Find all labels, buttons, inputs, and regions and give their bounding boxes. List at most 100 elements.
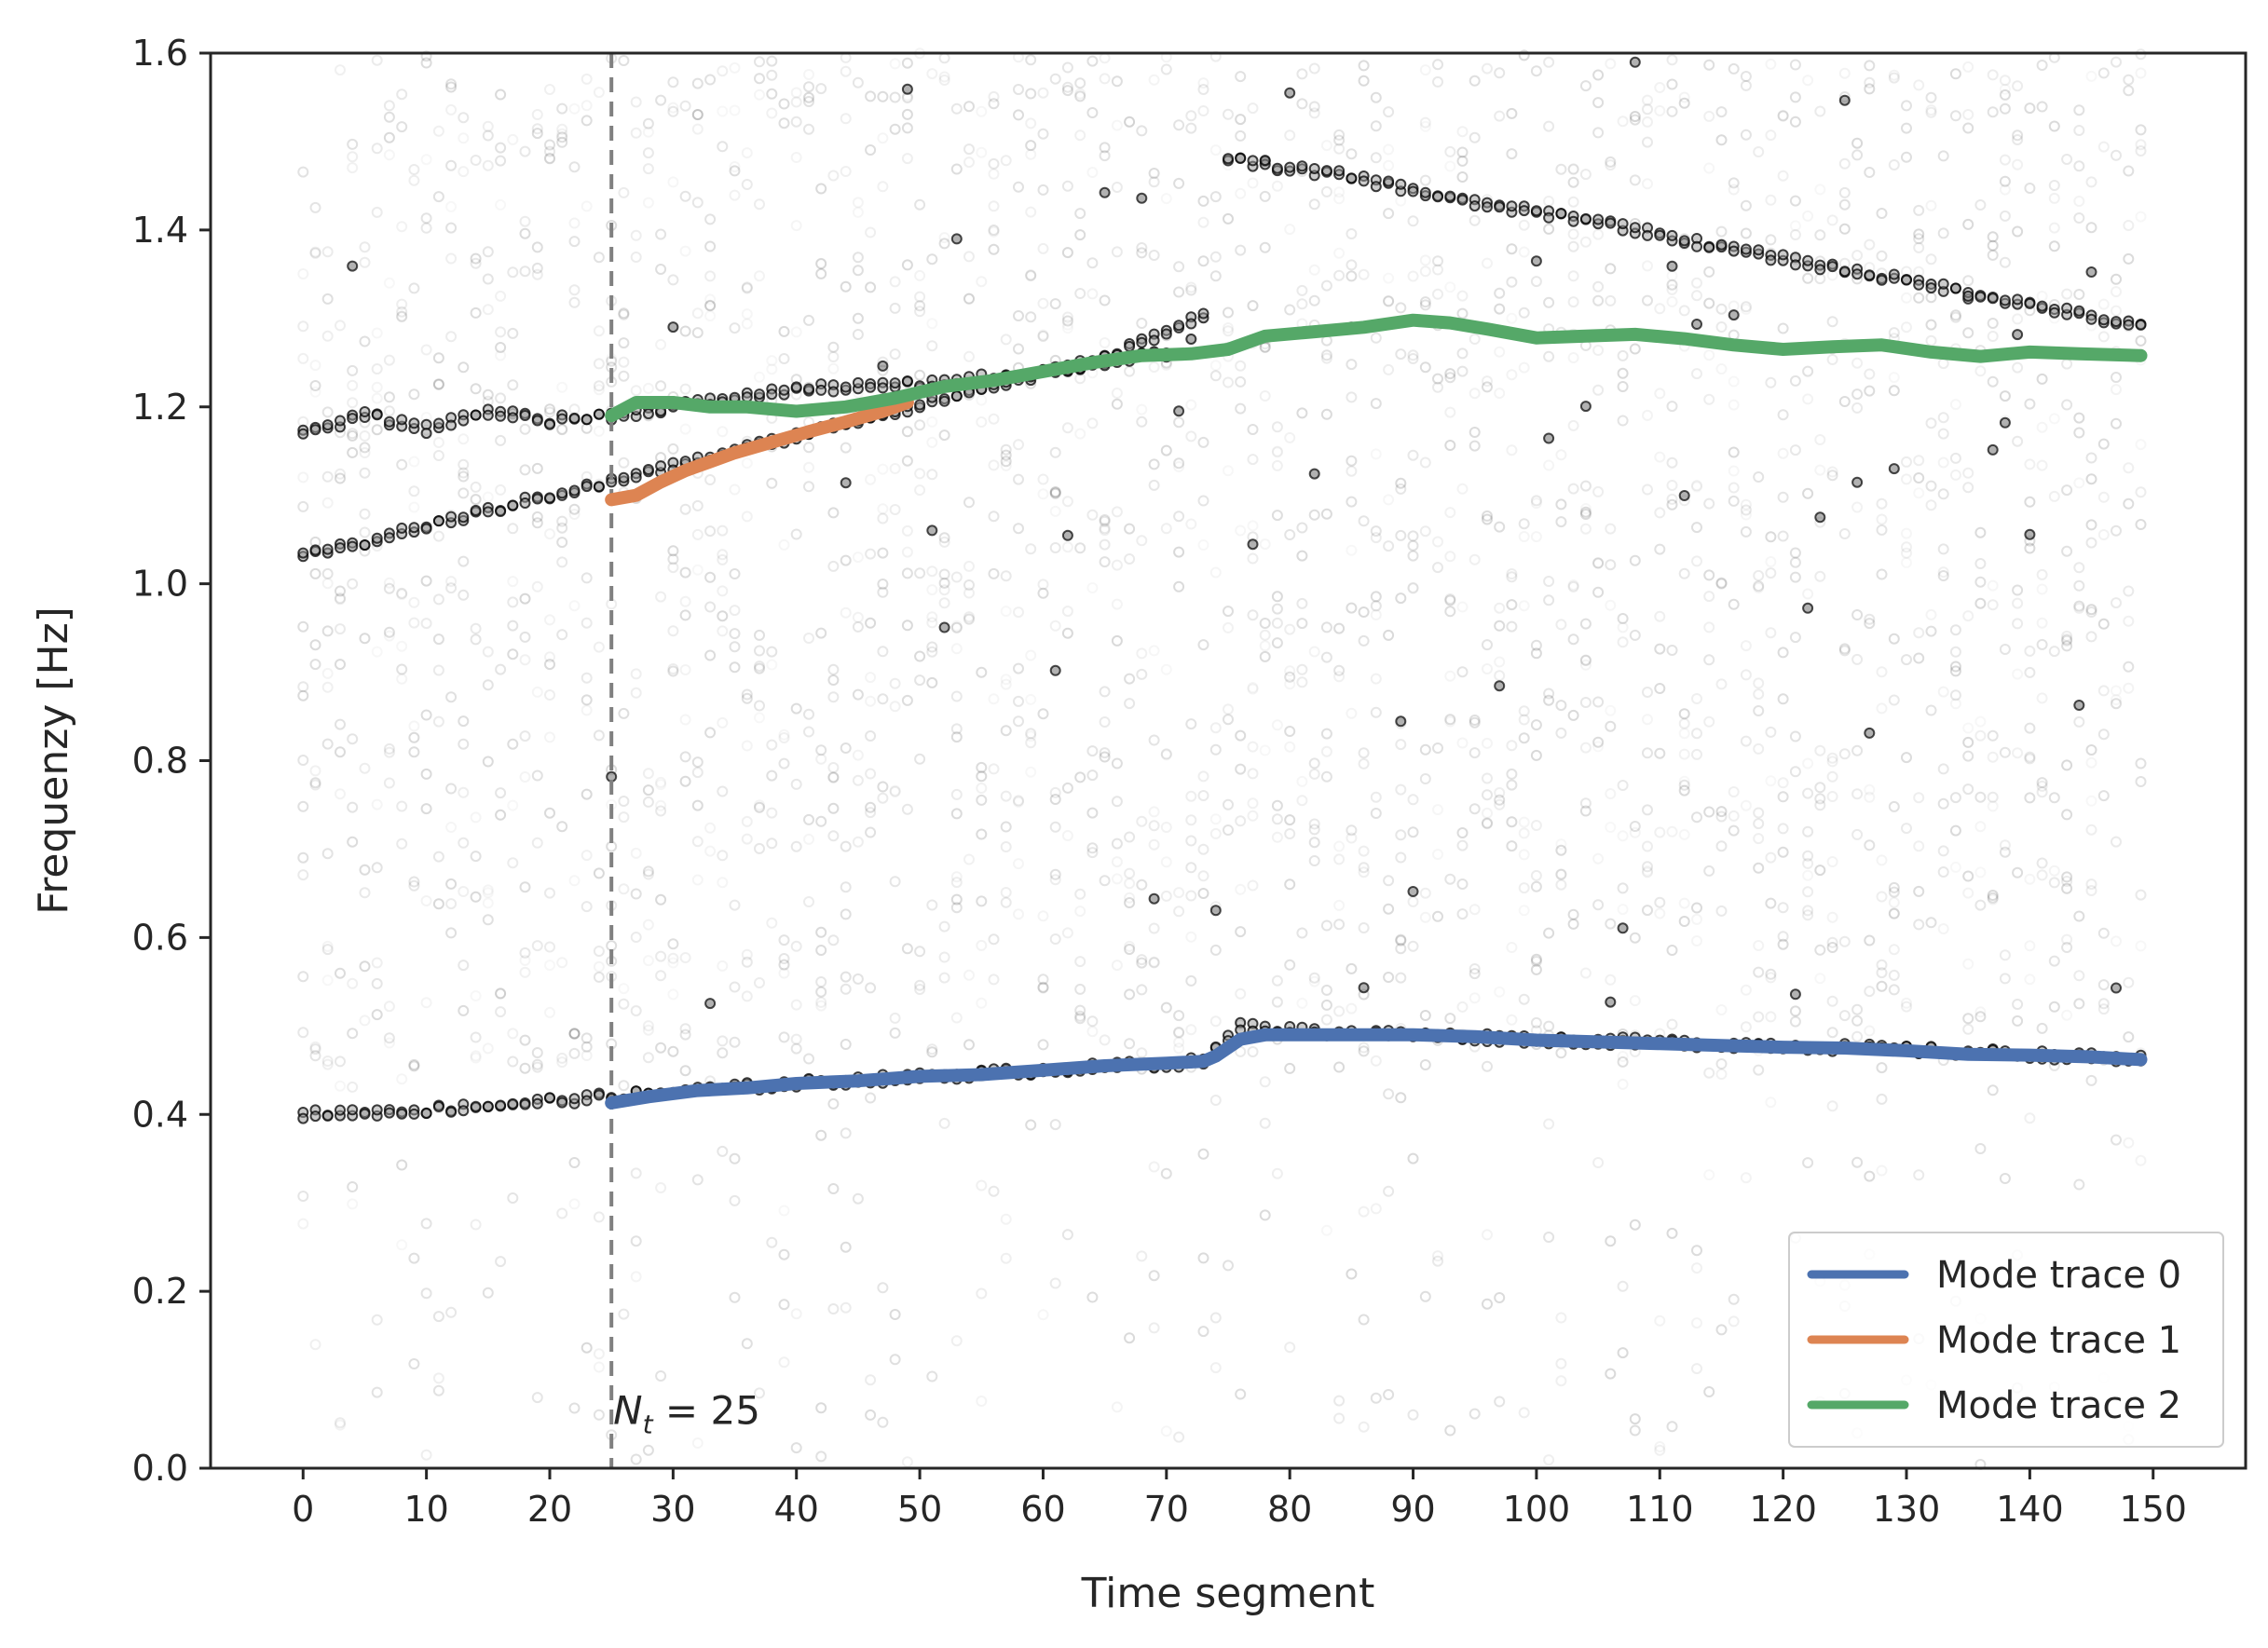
noise-point [1296,522,1308,534]
noise-point [1407,1409,1419,1421]
noise-point [2123,165,2135,177]
noise-point [766,739,778,751]
noise-point [1543,459,1555,471]
noise-point [1235,375,1247,388]
noise-point [889,1354,901,1366]
noise-point [482,159,494,171]
track-point-3 [1937,278,1949,290]
noise-point [1567,579,1579,592]
noise-point [1555,1375,1567,1387]
noise-point [1235,244,1247,256]
noise-point [1999,89,2011,101]
noise-point [778,729,790,741]
noise-point [914,468,926,480]
legend-label-mode-trace-1: Mode trace 1 [1936,1319,2181,1362]
noise-point [359,526,371,538]
noise-point [1395,592,1407,605]
noise-point [655,228,667,240]
noise-point [1346,962,1358,974]
noise-point [938,1117,950,1129]
noise-point [1407,826,1419,838]
noise-point [926,899,938,911]
noise-point [2085,631,2097,643]
noise-point [679,1065,691,1077]
noise-point [889,463,901,474]
noise-point [1320,508,1332,520]
noise-point [432,450,444,461]
noise-point [1395,934,1407,947]
noise-point [618,370,630,382]
y-tick-label: 0.8 [132,741,188,782]
noise-point [1247,454,1259,466]
noise-point [1814,229,1826,241]
track-point-0 [297,1112,309,1124]
track-point-2 [519,410,531,421]
noise-point [2012,158,2024,170]
noise-point [655,970,667,982]
noise-point [1876,854,1888,866]
noise-point [568,1028,581,1040]
noise-point [1086,1026,1099,1038]
noise-point [741,692,753,704]
noise-point [495,809,507,821]
noise-point [321,567,334,579]
noise-point [1654,1441,1666,1452]
noise-point [667,663,679,674]
noise-point [1111,1401,1123,1413]
noise-point [1802,75,1814,87]
noise-point [889,876,901,888]
noise-point [1605,1368,1617,1380]
noise-point [1013,343,1024,355]
noise-point [568,284,581,296]
noise-point [1444,372,1456,384]
noise-point [1333,143,1346,155]
noise-point [1605,159,1617,171]
noise-point [655,264,667,275]
noise-point [1518,816,1530,828]
x-tick-label: 40 [774,1489,819,1530]
noise-point [1025,1119,1037,1131]
y-tick-label: 1.2 [132,387,188,428]
vline-annotation: Nt = 25 [613,1388,760,1440]
noise-point [1271,510,1283,522]
noise-point [1049,868,1061,880]
track-point-2 [790,381,802,393]
noise-point [1197,790,1209,801]
noise-point [889,504,901,515]
noise-point [2135,486,2147,498]
noise-point [1740,1172,1752,1184]
track-point-3 [1777,249,1789,261]
noise-point [531,511,543,523]
noise-point [1494,67,1506,79]
noise-point [717,553,729,565]
noise-point [729,641,741,653]
noise-point [1037,329,1049,341]
noise-point [852,265,864,277]
noise-point [963,579,975,591]
noise-point [642,163,654,175]
noise-point [827,663,840,675]
noise-point [1642,804,1653,816]
noise-point [1789,59,1801,71]
noise-point [1629,554,1641,566]
noise-point [1518,306,1530,319]
noise-point [1826,995,1838,1007]
noise-point [1506,568,1518,579]
noise-point [1296,284,1308,296]
noise-point [1974,791,1987,803]
noise-point [1826,936,1838,948]
noise-point [1691,902,1702,914]
noise-point [1086,745,1099,757]
track-point-1 [1160,328,1172,340]
noise-point [1555,700,1567,712]
noise-point [1567,483,1579,495]
noise-point [1999,390,2011,402]
x-tick-label: 120 [1749,1489,1817,1530]
noise-point [1395,851,1407,864]
noise-point [445,103,458,116]
noise-point [1320,140,1332,152]
noise-point [691,197,704,209]
noise-point [1333,853,1346,865]
noise-point [1086,842,1099,854]
